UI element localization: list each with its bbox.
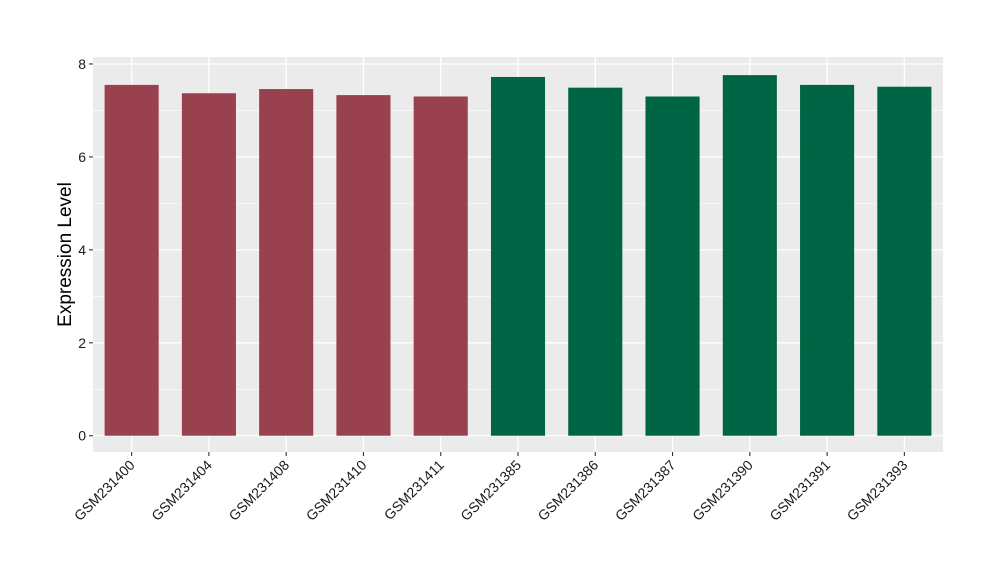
x-tick-label: GSM231386 [534, 457, 601, 524]
bar-GSM231387 [645, 96, 700, 436]
y-tick-label: 0 [78, 428, 86, 444]
x-tick-label: GSM231393 [844, 457, 911, 524]
x-tick-label: GSM231404 [148, 457, 215, 524]
y-tick-label: 4 [78, 242, 86, 258]
y-tick-label: 6 [78, 149, 86, 165]
bar-GSM231410 [336, 95, 391, 436]
y-axis: 0 2 4 6 8 [78, 56, 93, 444]
bar-GSM231411 [413, 96, 468, 436]
x-tick-label: GSM231400 [71, 457, 138, 524]
x-tick-label: GSM231410 [303, 457, 370, 524]
x-tick-label: GSM231387 [612, 457, 679, 524]
x-tick-label: GSM231408 [225, 457, 292, 524]
bar-GSM231404 [181, 93, 236, 436]
x-tick-label: GSM231411 [381, 457, 447, 523]
bar-GSM231391 [800, 84, 855, 436]
y-axis-title: Expression Level [55, 182, 76, 327]
bar-GSM231385 [490, 76, 546, 436]
y-tick-label: 8 [78, 56, 86, 72]
bar-GSM231393 [877, 86, 932, 436]
y-tick-label: 2 [78, 335, 86, 351]
bars [104, 75, 932, 436]
bar-GSM231408 [259, 89, 314, 436]
x-axis: GSM231400 GSM231404 GSM231408 GSM231410 GSM2… [71, 452, 911, 524]
x-tick-label: GSM231390 [689, 457, 756, 524]
bar-GSM231400 [104, 84, 159, 436]
x-tick-label: GSM231391 [766, 457, 833, 524]
bar-GSM231390 [722, 75, 777, 436]
x-tick-label: GSM231385 [457, 457, 524, 524]
bar-GSM231386 [568, 87, 623, 436]
